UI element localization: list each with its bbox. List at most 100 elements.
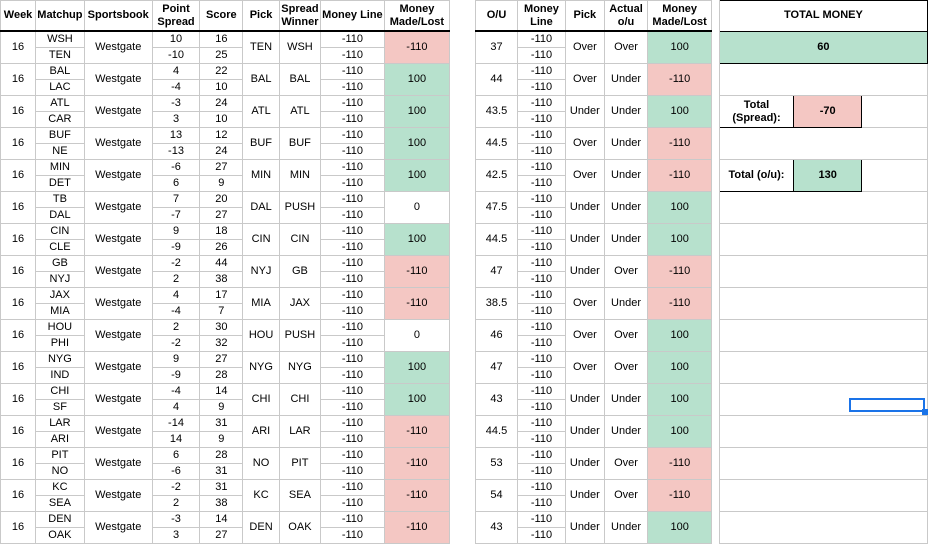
money-made-lost-cell[interactable]: 100 xyxy=(383,95,451,128)
spread-team2-cell[interactable]: -9 xyxy=(151,367,201,384)
total-money-value[interactable]: 60 xyxy=(718,30,928,64)
spread-winner-cell[interactable]: BAL xyxy=(278,63,322,96)
matchup-team1-cell[interactable]: BUF xyxy=(35,127,85,144)
ou-line-cell[interactable]: 42.5 xyxy=(475,159,518,192)
money-line-team1-cell[interactable]: -110 xyxy=(320,287,385,304)
score-team1-cell[interactable]: 27 xyxy=(199,159,244,176)
ou-money-line-1-cell[interactable]: -110 xyxy=(516,223,566,240)
ou-line-cell[interactable]: 53 xyxy=(475,447,518,480)
pick-cell[interactable]: HOU xyxy=(242,319,280,352)
score-team2-cell[interactable]: 32 xyxy=(199,335,244,352)
matchup-team2-cell[interactable]: PHI xyxy=(35,335,85,352)
pick-cell[interactable]: NYJ xyxy=(242,255,280,288)
ou-line-cell[interactable]: 44.5 xyxy=(475,127,518,160)
header-actual-ou[interactable]: Actual o/u xyxy=(603,0,649,32)
header-spread-winner[interactable]: Spread Winner xyxy=(278,0,322,32)
money-made-lost-cell[interactable]: 0 xyxy=(383,319,451,352)
ou-line-cell[interactable]: 43 xyxy=(475,383,518,416)
actual-ou-cell[interactable]: Over xyxy=(603,255,649,288)
header-ou-money-made-lost[interactable]: Money Made/Lost xyxy=(647,0,712,32)
money-line-team1-cell[interactable]: -110 xyxy=(320,127,385,144)
spread-team1-cell[interactable]: -2 xyxy=(151,255,201,272)
spread-team1-cell[interactable]: 4 xyxy=(151,63,201,80)
matchup-team2-cell[interactable]: DET xyxy=(35,175,85,192)
spread-team2-cell[interactable]: -4 xyxy=(151,79,201,96)
ou-money-line-2-cell[interactable]: -110 xyxy=(516,463,566,480)
actual-ou-cell[interactable]: Under xyxy=(603,159,649,192)
sportsbook-cell[interactable]: Westgate xyxy=(83,255,153,288)
sportsbook-cell[interactable]: Westgate xyxy=(83,95,153,128)
ou-pick-cell[interactable]: Under xyxy=(564,511,605,544)
ou-pick-cell[interactable]: Under xyxy=(564,191,605,224)
sportsbook-cell[interactable]: Westgate xyxy=(83,63,153,96)
score-team1-cell[interactable]: 24 xyxy=(199,95,244,112)
ou-money-made-lost-cell[interactable]: 100 xyxy=(647,319,712,352)
sportsbook-cell[interactable]: Westgate xyxy=(83,30,153,64)
sportsbook-cell[interactable]: Westgate xyxy=(83,127,153,160)
ou-money-line-2-cell[interactable]: -110 xyxy=(516,399,566,416)
ou-pick-cell[interactable]: Under xyxy=(564,255,605,288)
money-line-team2-cell[interactable]: -110 xyxy=(320,175,385,192)
ou-money-line-1-cell[interactable]: -110 xyxy=(516,127,566,144)
ou-money-line-2-cell[interactable]: -110 xyxy=(516,143,566,160)
spread-winner-cell[interactable]: JAX xyxy=(278,287,322,320)
empty-cell[interactable] xyxy=(718,447,928,480)
spacer-cell[interactable] xyxy=(449,127,477,160)
matchup-team2-cell[interactable]: NE xyxy=(35,143,85,160)
empty-cell[interactable] xyxy=(718,191,928,224)
spread-team1-cell[interactable]: -6 xyxy=(151,159,201,176)
ou-line-cell[interactable]: 43 xyxy=(475,511,518,544)
ou-money-made-lost-cell[interactable]: -110 xyxy=(647,479,712,512)
week-cell[interactable]: 16 xyxy=(0,95,37,128)
score-team1-cell[interactable]: 44 xyxy=(199,255,244,272)
spacer-cell[interactable] xyxy=(449,191,477,224)
ou-line-cell[interactable]: 54 xyxy=(475,479,518,512)
matchup-team2-cell[interactable]: TEN xyxy=(35,47,85,64)
score-team2-cell[interactable]: 31 xyxy=(199,463,244,480)
money-made-lost-cell[interactable]: -110 xyxy=(383,511,451,544)
spacer-cell[interactable] xyxy=(710,31,720,544)
matchup-team2-cell[interactable]: SEA xyxy=(35,495,85,512)
ou-pick-cell[interactable]: Over xyxy=(564,319,605,352)
header-matchup[interactable]: Matchup xyxy=(35,0,85,32)
sportsbook-cell[interactable]: Westgate xyxy=(83,415,153,448)
money-line-team1-cell[interactable]: -110 xyxy=(320,319,385,336)
money-line-team1-cell[interactable]: -110 xyxy=(320,159,385,176)
money-line-team2-cell[interactable]: -110 xyxy=(320,239,385,256)
score-team1-cell[interactable]: 31 xyxy=(199,415,244,432)
ou-money-line-2-cell[interactable]: -110 xyxy=(516,47,566,64)
spacer-cell[interactable] xyxy=(449,447,477,480)
money-line-team1-cell[interactable]: -110 xyxy=(320,255,385,272)
matchup-team2-cell[interactable]: CAR xyxy=(35,111,85,128)
selected-cell[interactable] xyxy=(849,398,925,412)
money-line-team2-cell[interactable]: -110 xyxy=(320,335,385,352)
empty-cell[interactable] xyxy=(718,255,928,288)
ou-money-line-1-cell[interactable]: -110 xyxy=(516,479,566,496)
matchup-team2-cell[interactable]: OAK xyxy=(35,527,85,544)
spread-team1-cell[interactable]: -3 xyxy=(151,511,201,528)
week-cell[interactable]: 16 xyxy=(0,63,37,96)
pick-cell[interactable]: CIN xyxy=(242,223,280,256)
spread-team1-cell[interactable]: 9 xyxy=(151,351,201,368)
spread-team2-cell[interactable]: 14 xyxy=(151,431,201,448)
spread-winner-cell[interactable]: NYG xyxy=(278,351,322,384)
score-team2-cell[interactable]: 38 xyxy=(199,495,244,512)
money-line-team1-cell[interactable]: -110 xyxy=(320,479,385,496)
actual-ou-cell[interactable]: Under xyxy=(603,383,649,416)
ou-pick-cell[interactable]: Over xyxy=(564,287,605,320)
empty-cell[interactable] xyxy=(718,63,928,96)
spread-team2-cell[interactable]: 2 xyxy=(151,495,201,512)
matchup-team2-cell[interactable]: CLE xyxy=(35,239,85,256)
spread-team2-cell[interactable]: 6 xyxy=(151,175,201,192)
ou-money-made-lost-cell[interactable]: 100 xyxy=(647,30,712,64)
spread-team1-cell[interactable]: -14 xyxy=(151,415,201,432)
total-ou-value[interactable]: 130 xyxy=(793,159,863,192)
ou-line-cell[interactable]: 44.5 xyxy=(475,415,518,448)
ou-line-cell[interactable]: 44.5 xyxy=(475,223,518,256)
score-team2-cell[interactable]: 9 xyxy=(199,399,244,416)
ou-money-line-1-cell[interactable]: -110 xyxy=(516,159,566,176)
spread-team2-cell[interactable]: 2 xyxy=(151,271,201,288)
spread-winner-cell[interactable]: PIT xyxy=(278,447,322,480)
empty-cell[interactable] xyxy=(718,319,928,352)
score-team2-cell[interactable]: 7 xyxy=(199,303,244,320)
